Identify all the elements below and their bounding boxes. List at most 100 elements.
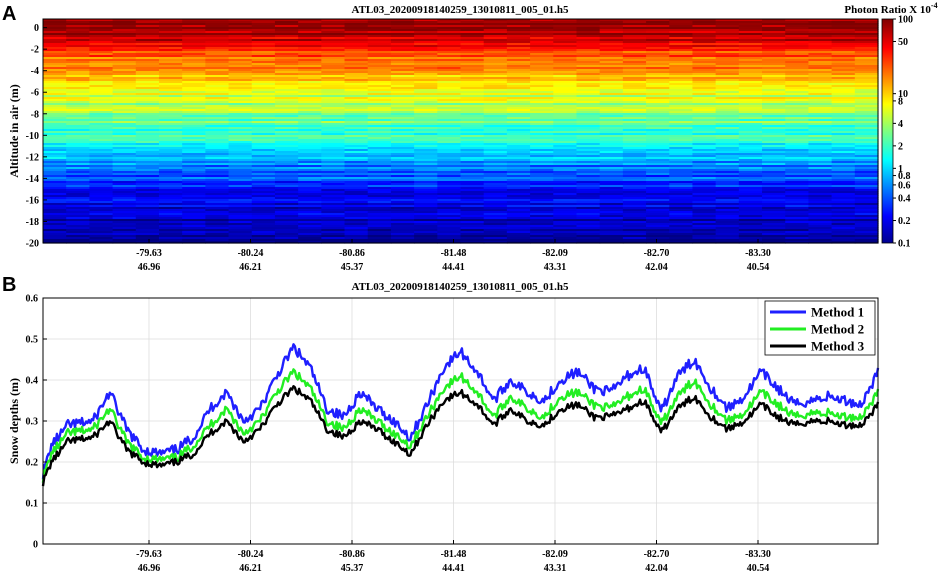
heatmap-cell (135, 63, 160, 66)
heatmap-cell (321, 205, 346, 208)
heatmap-cell (298, 139, 322, 142)
heatmap-cell (854, 111, 879, 114)
heatmap-cell (66, 31, 90, 34)
heatmap-cell (437, 161, 462, 164)
heatmap-cell (669, 85, 694, 88)
heatmap-cell (437, 121, 462, 124)
heatmap-cell (785, 145, 810, 148)
heatmap-cell (367, 173, 392, 176)
heatmap-cell (135, 207, 160, 210)
heatmap-cell (251, 35, 276, 38)
heatmap-cell (66, 59, 90, 62)
heatmap-cell (599, 61, 624, 64)
heatmap-cell (483, 131, 508, 134)
heatmap-cell (738, 155, 763, 158)
heatmap-cell (785, 93, 810, 96)
heatmap-cell (530, 233, 554, 236)
heatmap-cell (182, 61, 206, 64)
heatmap-cell (344, 213, 369, 216)
heatmap-cell (808, 113, 833, 116)
heatmap-cell (414, 109, 438, 112)
heatmap-cell (622, 111, 647, 114)
heatmap-cell (460, 75, 485, 78)
heatmap-cell (43, 47, 67, 50)
heatmap-cell (715, 103, 740, 106)
heatmap-cell (367, 181, 392, 184)
heatmap-cell (646, 93, 670, 96)
heatmap-cell (321, 97, 346, 100)
heatmap-cell (158, 143, 183, 146)
heatmap-cell (785, 133, 810, 136)
heatmap-cell (414, 209, 438, 212)
heatmap-cell (576, 231, 601, 234)
heatmap-cell (135, 73, 160, 76)
heatmap-cell (692, 105, 717, 108)
heatmap-cell (808, 171, 833, 174)
heatmap-cell (298, 105, 322, 108)
heatmap-cell (112, 139, 137, 142)
heatmap-cell (460, 209, 485, 212)
heatmap-cell (182, 189, 206, 192)
heatmap-cell (437, 151, 462, 154)
heatmap-cell (785, 215, 810, 218)
heatmap-cell (344, 35, 369, 38)
heatmap-cell (669, 209, 694, 212)
heatmap-cell (831, 147, 856, 150)
heatmap-cell (785, 121, 810, 124)
heatmap-cell (854, 147, 879, 150)
heatmap-cell (831, 93, 856, 96)
heatmap-cell (321, 221, 346, 224)
heatmap-cell (298, 27, 322, 30)
heatmap-cell (808, 111, 833, 114)
heatmap-cell (553, 157, 578, 160)
heatmap-cell (274, 201, 299, 204)
heatmap-cell (182, 27, 206, 30)
heatmap-cell (460, 19, 485, 22)
heatmap-cell (738, 93, 763, 96)
heatmap-cell (506, 47, 531, 50)
heatmap-cell (437, 99, 462, 102)
heatmap-cell (762, 77, 786, 80)
heatmap-cell (506, 183, 531, 186)
heatmap-cell (622, 27, 647, 30)
heatmap-cell (390, 25, 415, 28)
heatmap-cell (321, 189, 346, 192)
heatmap-cell (414, 77, 438, 80)
heatmap-cell (854, 105, 879, 108)
heatmap-cell (321, 27, 346, 30)
heatmap-cell (576, 31, 601, 34)
heatmap-cell (460, 119, 485, 122)
heatmap-cell (344, 139, 369, 142)
heatmap-cell (831, 241, 856, 244)
heatmap-cell (854, 221, 879, 224)
heatmap-cell (831, 187, 856, 190)
heatmap-cell (831, 237, 856, 240)
heatmap-cell (692, 119, 717, 122)
heatmap-cell (135, 195, 160, 198)
heatmap-cell (576, 179, 601, 182)
heatmap-cell (576, 177, 601, 180)
heatmap-cell (158, 121, 183, 124)
heatmap-cell (831, 151, 856, 154)
heatmap-cell (599, 199, 624, 202)
heatmap-cell (831, 39, 856, 42)
heatmap-cell (460, 233, 485, 236)
heatmap-cell (785, 209, 810, 212)
heatmap-cell (182, 191, 206, 194)
heatmap-cell (460, 227, 485, 230)
heatmap-cell (344, 115, 369, 118)
heatmap-cell (831, 225, 856, 228)
heatmap-cell (715, 45, 740, 48)
heatmap-cell (367, 69, 392, 72)
heatmap-cell (228, 179, 253, 182)
heatmap-cell (576, 201, 601, 204)
heatmap-cell (483, 89, 508, 92)
heatmap-cell (553, 165, 578, 168)
heatmap-cell (251, 219, 276, 222)
heatmap-cell (692, 237, 717, 240)
heatmap-cell (576, 97, 601, 100)
heatmap-cell (622, 141, 647, 144)
heatmap-cell (367, 71, 392, 74)
heatmap-cell (414, 35, 438, 38)
heatmap-cell (135, 161, 160, 164)
